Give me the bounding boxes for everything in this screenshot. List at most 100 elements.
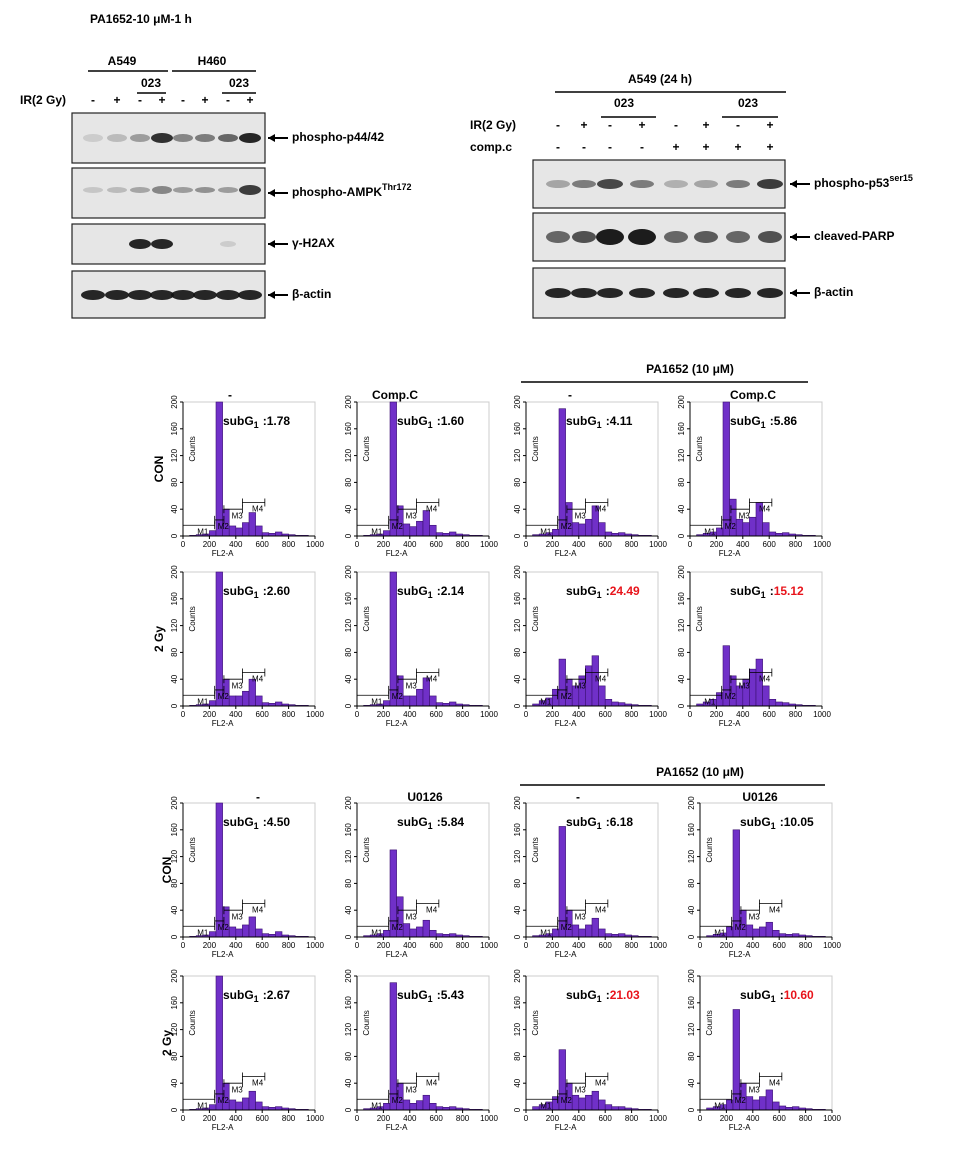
x-tick-label: 1000: [480, 710, 498, 719]
gate-label: M3: [406, 681, 418, 690]
y-tick-label: 200: [344, 796, 353, 810]
x-tick-label: 400: [736, 540, 750, 549]
subg1-prefix: subG: [397, 815, 428, 829]
histogram-bar: [235, 928, 243, 938]
protein-name: phospho-p44/42: [292, 130, 384, 144]
y-tick-label: 40: [170, 674, 179, 683]
gate: [759, 1072, 783, 1081]
subg1-label: subG1:24.49: [566, 584, 640, 600]
gate-label: M4: [252, 1079, 264, 1088]
band: [758, 231, 782, 243]
x-tick-label: 400: [229, 941, 243, 950]
subg1-value: 5.84: [441, 815, 465, 829]
gate-label: M2: [392, 923, 404, 932]
histogram-bar: [571, 522, 580, 537]
histogram-bar: [389, 982, 397, 1111]
histogram-bar: [618, 702, 626, 707]
histogram-bar: [255, 1101, 263, 1111]
subg1-prefix: subG: [223, 815, 254, 829]
histogram-bar: [611, 701, 619, 707]
band: [81, 290, 105, 300]
histogram-bar: [618, 933, 626, 938]
histogram-bar: [775, 701, 783, 707]
histogram-bar: [585, 665, 593, 707]
column-header: Comp.C: [730, 388, 776, 402]
row-label: 2 Gy: [152, 626, 166, 652]
y-tick-label: 0: [687, 934, 696, 939]
subg1-label: subG1:2.60: [223, 584, 290, 600]
histogram-bar: [604, 1104, 613, 1111]
x-tick-label: 1000: [306, 710, 324, 719]
band: [195, 187, 215, 193]
x-tick-label: 800: [456, 941, 470, 950]
protein-name: γ-H2AX: [292, 236, 335, 250]
band: [664, 231, 688, 243]
gate-label: M3: [406, 511, 418, 520]
subg1-value: 2.14: [441, 584, 465, 598]
x-tick-label: 1000: [813, 540, 831, 549]
band: [572, 231, 596, 243]
y-axis-label: Counts: [188, 606, 197, 631]
histogram-bar: [228, 1099, 237, 1111]
histogram-bar: [275, 531, 283, 537]
gate: [557, 515, 568, 524]
y-axis-label: Counts: [362, 837, 371, 862]
y-tick-label: 160: [687, 996, 696, 1010]
subg1-prefix: subG: [730, 414, 761, 428]
y-tick-label: 200: [513, 395, 522, 409]
y-tick-label: 80: [170, 477, 179, 486]
histogram-bar: [598, 1099, 606, 1111]
subg1-label: subG1:4.11: [566, 414, 633, 430]
subg1-value: 2.60: [267, 584, 291, 598]
gate: [730, 505, 750, 514]
y-tick-label: 200: [344, 565, 353, 579]
subg1-value: 10.05: [784, 815, 814, 829]
y-tick-label: 120: [677, 618, 686, 632]
gate-label: M1: [197, 928, 209, 937]
x-tick-label: 0: [688, 540, 693, 549]
gate-label: M3: [575, 912, 587, 921]
x-tick-label: 200: [377, 941, 391, 950]
y-axis-label: Counts: [188, 837, 197, 862]
x-tick-label: 800: [456, 540, 470, 549]
histogram-bar: [782, 532, 790, 537]
gate-label: M4: [595, 505, 607, 514]
subg1-label: subG1:15.12: [730, 584, 804, 600]
bands: [81, 133, 262, 300]
subg1-prefix: subG: [397, 988, 428, 1002]
y-tick-label: 120: [513, 849, 522, 863]
y-tick-label: 160: [677, 592, 686, 606]
histogram-bar: [762, 685, 770, 707]
histogram-bar: [215, 401, 223, 537]
gate-label: M3: [739, 511, 751, 520]
histogram-bar: [765, 921, 773, 938]
band: [628, 229, 656, 245]
x-tick-label: 1000: [813, 710, 831, 719]
histogram-bar: [598, 522, 606, 537]
y-tick-label: 160: [344, 996, 353, 1010]
subg1-sep: :: [263, 584, 267, 598]
y-tick-label: 120: [513, 448, 522, 462]
y-tick-label: 0: [344, 1107, 353, 1112]
y-axis-label: Counts: [705, 1010, 714, 1035]
x-tick-label: 600: [430, 941, 444, 950]
x-tick-label: 600: [430, 1114, 444, 1123]
histogram-bar: [429, 524, 437, 537]
gate-label: M4: [252, 906, 264, 915]
histogram-bar: [552, 528, 560, 537]
x-axis-label: FL2-A: [212, 719, 234, 728]
y-tick-label: 120: [513, 1022, 522, 1036]
subg1-sep: :: [606, 414, 610, 428]
x-tick-label: 200: [377, 1114, 391, 1123]
y-tick-label: 80: [170, 1051, 179, 1060]
x-tick-label: 0: [698, 941, 703, 950]
y-tick-label: 0: [344, 934, 353, 939]
column-header: -: [228, 388, 232, 402]
band: [105, 290, 129, 300]
gate-label: M2: [735, 1096, 747, 1105]
protein-label: β-actin: [292, 287, 331, 301]
y-tick-label: 200: [677, 565, 686, 579]
treatment-sign: +: [702, 118, 709, 132]
gate: [397, 906, 417, 915]
y-tick-label: 200: [170, 565, 179, 579]
